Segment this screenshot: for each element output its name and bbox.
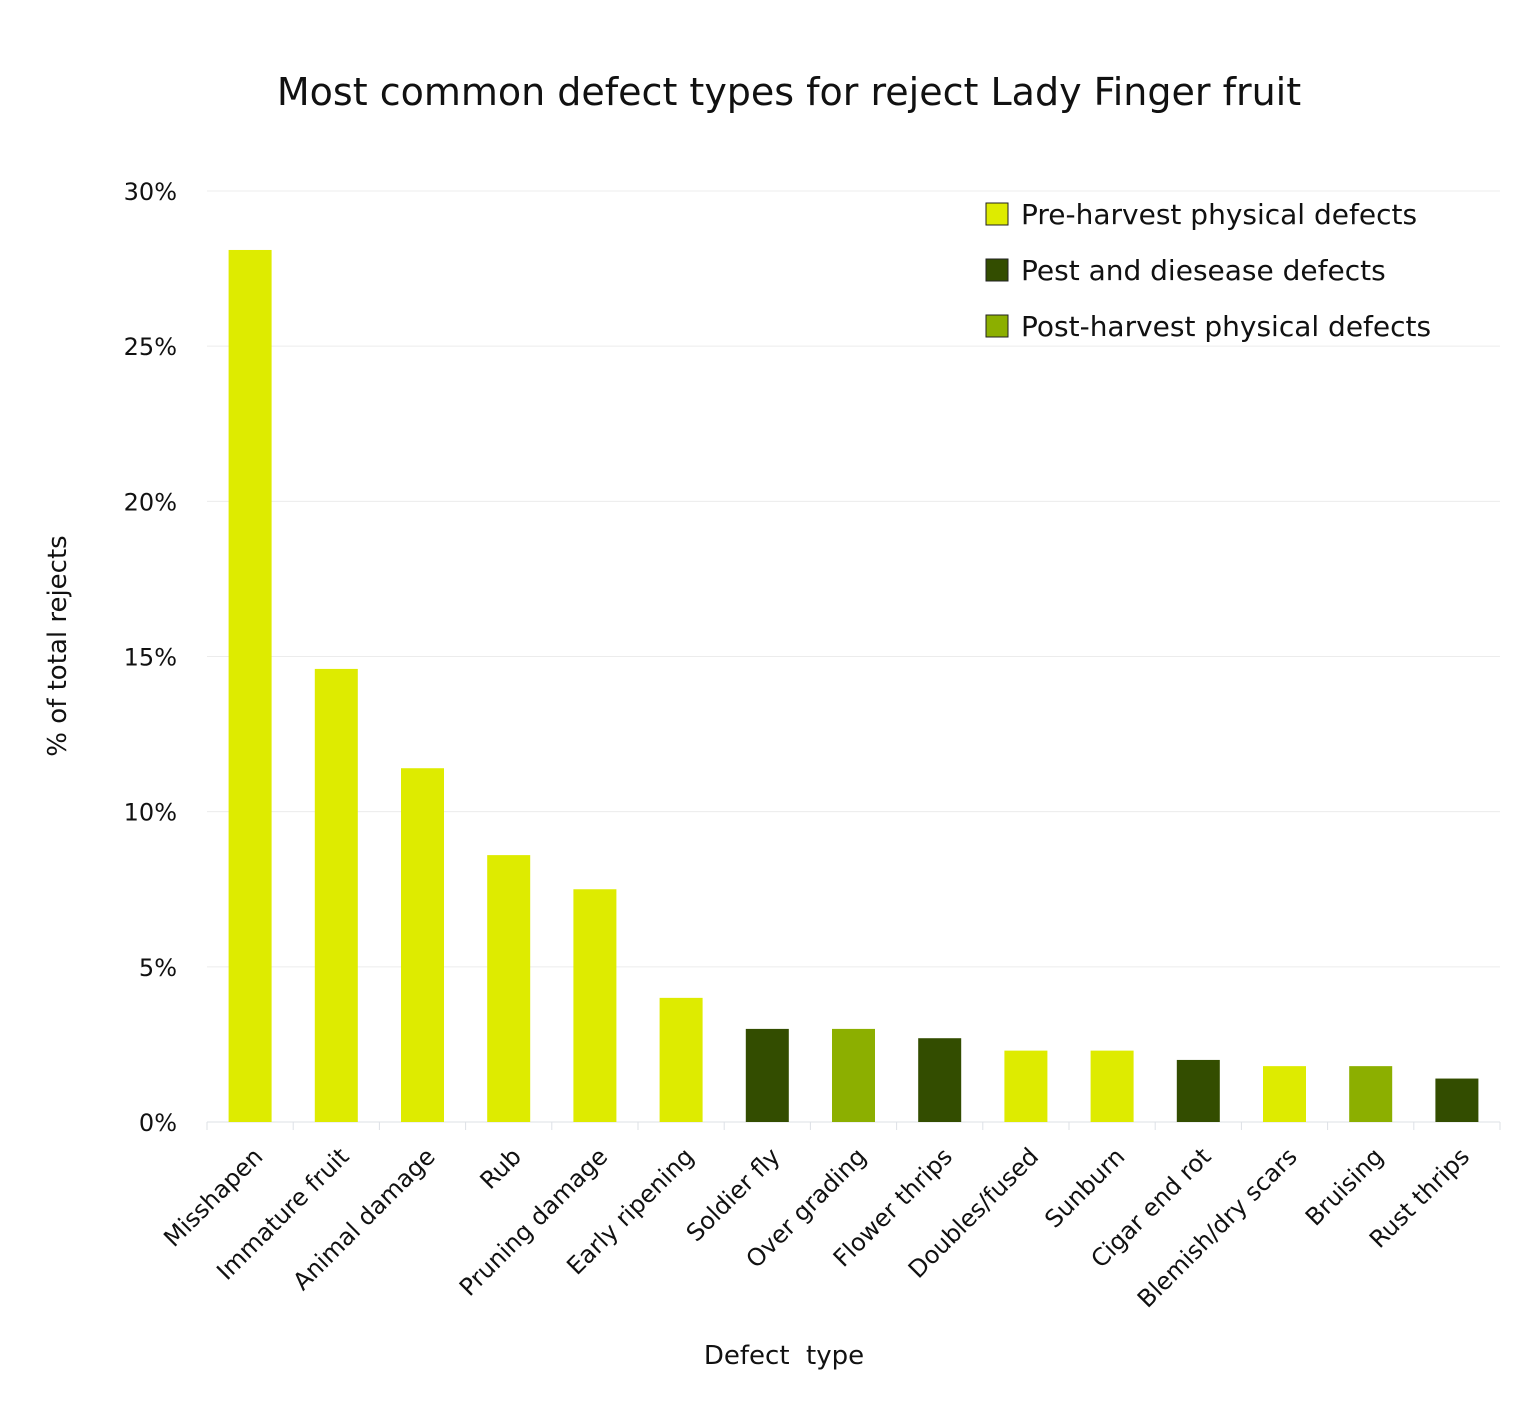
y-tick-label: 25% xyxy=(124,333,177,361)
bar xyxy=(918,1038,962,1122)
chart-title: Most common defect types for reject Lady… xyxy=(277,70,1301,114)
y-axis-label: % of total rejects xyxy=(43,535,73,756)
legend-label: Pre-harvest physical defects xyxy=(1021,198,1417,231)
x-axis-label: Defect type xyxy=(704,1341,864,1371)
bar xyxy=(1090,1050,1134,1122)
x-tick-label: Sunburn xyxy=(1039,1142,1130,1233)
bar xyxy=(314,668,358,1122)
bar xyxy=(659,997,703,1122)
y-tick-label: 30% xyxy=(124,178,177,206)
legend-swatch xyxy=(985,258,1009,282)
bar xyxy=(1435,1078,1479,1122)
y-tick-label: 15% xyxy=(124,644,177,672)
y-tick-label: 5% xyxy=(139,954,177,982)
y-tick-label: 10% xyxy=(124,799,177,827)
bar xyxy=(1349,1066,1393,1122)
legend-label: Pest and diesease defects xyxy=(1021,254,1386,287)
bar xyxy=(573,889,617,1122)
legend-label: Post-harvest physical defects xyxy=(1021,310,1431,343)
legend-swatch xyxy=(985,202,1009,226)
bar xyxy=(1263,1066,1306,1122)
bar xyxy=(401,768,444,1122)
x-tick-label: Rub xyxy=(475,1142,527,1194)
bar xyxy=(832,1028,875,1122)
bar xyxy=(487,855,531,1122)
bar xyxy=(745,1028,789,1122)
x-tick-label: Pruning damage xyxy=(454,1142,613,1301)
x-tick-label: Blemish/dry scars xyxy=(1132,1142,1303,1313)
y-tick-label: 20% xyxy=(124,488,177,516)
legend-swatch xyxy=(985,314,1009,338)
y-tick-label: 0% xyxy=(139,1109,177,1137)
bar xyxy=(1176,1059,1220,1122)
x-tick-label: Bruising xyxy=(1300,1142,1389,1231)
bar xyxy=(228,249,272,1123)
bar xyxy=(1004,1050,1048,1122)
